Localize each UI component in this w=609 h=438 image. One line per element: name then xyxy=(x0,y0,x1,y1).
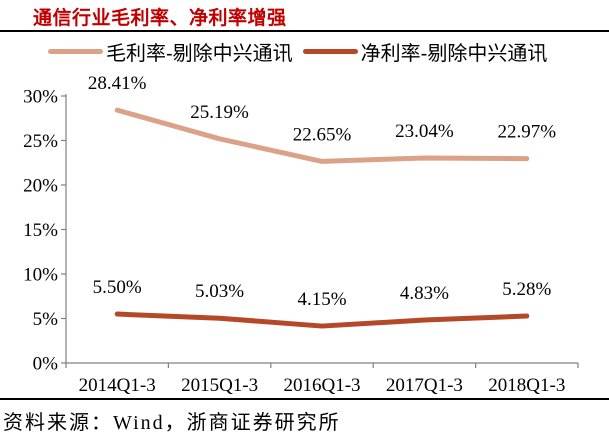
top-divider xyxy=(0,30,609,32)
x-category-label: 2015Q1-3 xyxy=(181,375,258,396)
legend-item-net-margin: 净利率-剔除中兴通讯 xyxy=(302,37,548,66)
net-margin-line-swatch xyxy=(302,49,358,54)
y-tick-label: 30% xyxy=(23,87,58,108)
y-tick-label: 0% xyxy=(33,354,59,375)
data-point-label: 4.15% xyxy=(297,289,346,310)
net-margin-legend-label: 净利率-剔除中兴通讯 xyxy=(360,43,548,65)
data-point-label: 5.50% xyxy=(93,277,142,298)
y-tick-label: 15% xyxy=(23,220,58,241)
data-point-label: 22.97% xyxy=(498,122,557,143)
data-point-label: 28.41% xyxy=(88,73,147,94)
x-category-label: 2014Q1-3 xyxy=(79,375,156,396)
data-point-label: 23.04% xyxy=(395,121,454,142)
source-note: 资料来源：Wind，浙商证券研究所 xyxy=(3,412,341,434)
chart-legend: 毛利率-剔除中兴通讯 净利率-剔除中兴通讯 xyxy=(48,37,547,66)
x-category-label: 2016Q1-3 xyxy=(283,375,360,396)
bottom-divider xyxy=(0,398,609,400)
data-point-label: 25.19% xyxy=(190,102,249,123)
y-tick-label: 20% xyxy=(23,176,58,197)
y-tick-label: 5% xyxy=(33,309,59,330)
chart-title: 通信行业毛利率、净利率增强 xyxy=(33,8,287,29)
legend-item-gross-margin: 毛利率-剔除中兴通讯 xyxy=(48,37,293,66)
y-tick-label: 25% xyxy=(23,131,58,152)
gross-margin-series-line xyxy=(114,107,530,164)
gross-margin-line-swatch xyxy=(48,49,103,54)
x-category-label: 2017Q1-3 xyxy=(386,375,463,396)
data-point-label: 5.28% xyxy=(502,279,551,300)
x-category-label: 2018Q1-3 xyxy=(488,375,565,396)
y-tick-label: 10% xyxy=(23,265,58,286)
data-point-label: 4.83% xyxy=(400,283,449,304)
gross-margin-legend-label: 毛利率-剔除中兴通讯 xyxy=(106,43,293,65)
data-point-label: 5.03% xyxy=(195,281,244,302)
net-margin-series-line xyxy=(114,311,530,329)
data-point-label: 22.65% xyxy=(293,124,352,145)
